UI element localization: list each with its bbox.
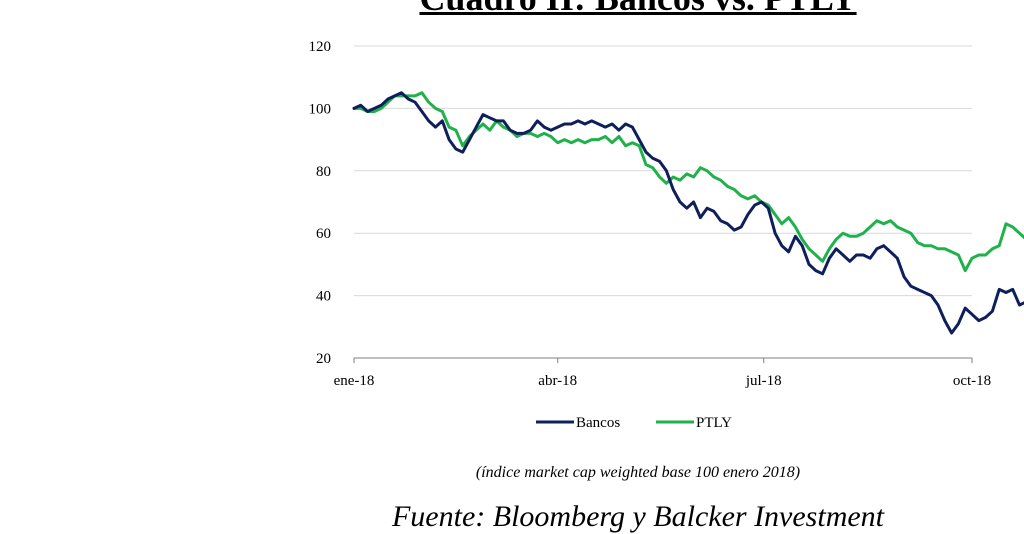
x-tick-label: jul-18 [745, 373, 782, 389]
y-tick-label: 40 [316, 289, 331, 305]
legend-label-ptly: PTLY [696, 415, 732, 431]
y-tick-label: 20 [316, 351, 331, 367]
y-tick-label: 120 [309, 39, 332, 55]
x-axis-ticks: ene-18 abr-18 jul-18 oct-18 [334, 358, 991, 389]
legend-label-bancos: Bancos [576, 415, 620, 431]
series-line-ptly [352, 91, 1024, 273]
chart-subtitle: (índice market cap weighted base 100 ene… [475, 464, 801, 481]
y-axis-ticks: 20 40 60 80 100 120 [309, 39, 332, 367]
y-tick-label: 100 [309, 101, 332, 117]
gridlines [354, 45, 972, 297]
chart-title: Cuadro II: Bancos vs. PTLY [0, 0, 1024, 18]
x-tick-label: ene-18 [334, 373, 375, 389]
y-tick-label: 60 [316, 226, 331, 242]
series-lines [352, 91, 1024, 335]
series-line-bancos [352, 91, 1024, 335]
x-tick-label: oct-18 [953, 373, 991, 389]
y-tick-label: 80 [316, 164, 331, 180]
source-note: Fuente: Bloomberg y Balcker Investment [391, 500, 885, 533]
x-tick-label: abr-18 [538, 373, 577, 389]
legend: Bancos PTLY [536, 415, 732, 431]
